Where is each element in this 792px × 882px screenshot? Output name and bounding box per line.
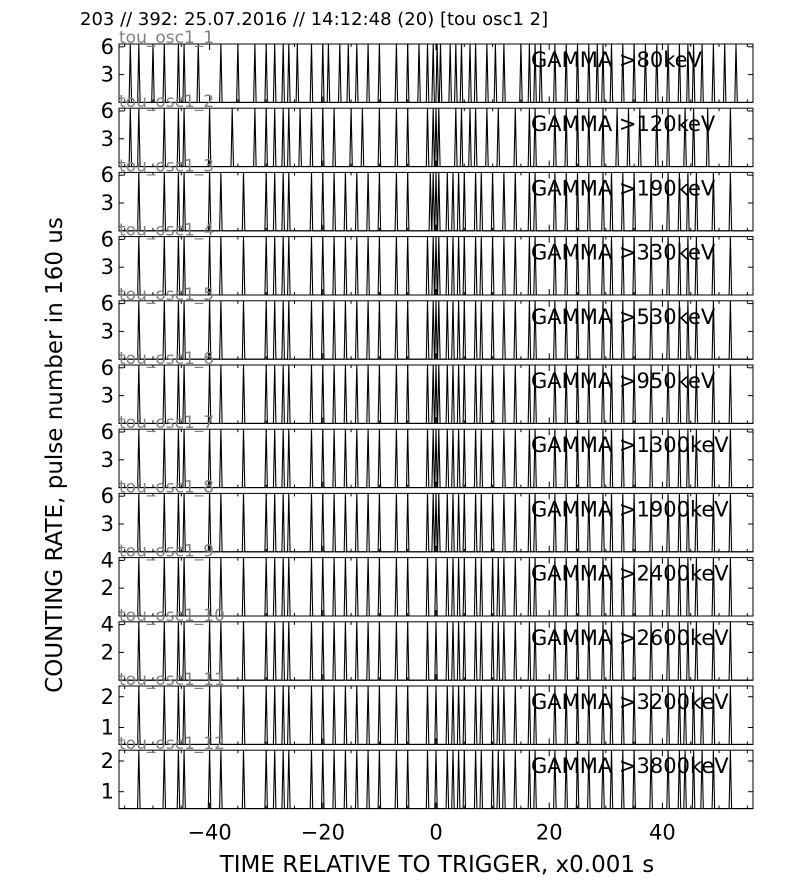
panel-4: 3 6 tou_osc1_4 GAMMA >330keV (101, 221, 754, 296)
panel-title-6: GAMMA >950keV (531, 369, 716, 393)
y-tick-label-7-1: 3 (101, 448, 114, 472)
panel-name-10: tou_osc1_10 (119, 606, 225, 626)
panel-2: 3 6 tou_osc1_2 GAMMA >120keV (101, 92, 754, 168)
y-tick-label-8-2: 6 (101, 484, 114, 508)
panel-name-8: tou_osc1_8 (119, 477, 214, 497)
panel-name-7: tou_osc1_7 (119, 413, 214, 433)
panel-title-9: GAMMA >2400keV (531, 562, 729, 586)
panel-title-8: GAMMA >1900keV (531, 497, 729, 521)
panel-10: 2 4 tou_osc1_10 GAMMA >2600keV (101, 606, 754, 681)
y-tick-label-11-1: 1 (101, 715, 114, 739)
y-tick-label-11-2: 2 (101, 685, 114, 709)
panel-5: 3 6 tou_osc1_5 GAMMA >530keV (101, 285, 754, 360)
x-tick-label-5: 40 (649, 821, 676, 845)
x-axis-label: TIME RELATIVE TO TRIGGER, x0.001 s (219, 852, 655, 878)
y-tick-label-6-2: 6 (101, 356, 114, 380)
panel-name-12: tou_osc1_12 (119, 734, 225, 754)
panel-title-5: GAMMA >530keV (531, 305, 716, 329)
panel-9: 2 4 tou_osc1_9 GAMMA >2400keV (101, 542, 754, 617)
y-tick-label-9-2: 4 (101, 548, 114, 572)
panel-3: 3 6 tou_osc1_3 GAMMA >190keV (101, 156, 754, 232)
panel-title-3: GAMMA >190keV (531, 176, 716, 200)
panel-name-11: tou_osc1_11 (119, 670, 225, 690)
panel-1: 3 6 tou_osc1_1 GAMMA >80keV (101, 28, 754, 103)
panel-title-7: GAMMA >1300keV (531, 433, 729, 457)
panel-title-11: GAMMA >3200keV (531, 690, 729, 714)
panel-title-12: GAMMA >3800keV (531, 754, 729, 778)
y-tick-label-1-1: 3 (101, 63, 114, 87)
y-tick-label-2-1: 3 (101, 127, 114, 151)
y-tick-label-12-1: 1 (101, 780, 114, 804)
y-tick-label-4-2: 6 (101, 227, 114, 251)
y-tick-label-10-1: 2 (101, 640, 114, 664)
y-tick-label-6-1: 3 (101, 384, 114, 408)
panel-7: 3 6 tou_osc1_7 GAMMA >1300keV (101, 413, 754, 489)
panel-8: 3 6 tou_osc1_8 GAMMA >1900keV (101, 477, 754, 553)
y-tick-label-1-2: 6 (101, 35, 114, 59)
y-tick-label-3-1: 3 (101, 191, 114, 215)
x-tick-label-2: −20 (301, 821, 345, 845)
y-tick-label-9-1: 2 (101, 576, 114, 600)
panel-title-1: GAMMA >80keV (531, 48, 703, 72)
panel-name-4: tou_osc1_4 (119, 221, 214, 241)
y-tick-label-12-2: 2 (101, 749, 114, 773)
panel-name-5: tou_osc1_5 (119, 285, 214, 305)
y-tick-label-5-1: 3 (101, 319, 114, 343)
panel-name-9: tou_osc1_9 (119, 542, 214, 562)
panel-title-10: GAMMA >2600keV (531, 626, 729, 650)
x-tick-label-4: 20 (536, 821, 563, 845)
x-tick-labels: −40 −20 0 20 40 (187, 821, 675, 845)
figure-header: 203 // 392: 25.07.2016 // 14:12:48 (20) … (80, 9, 548, 30)
y-tick-label-8-1: 3 (101, 512, 114, 536)
panel-6: 3 6 tou_osc1_6 GAMMA >950keV (101, 349, 754, 424)
y-tick-label-10-2: 4 (101, 613, 114, 637)
x-tick-label-3: 0 (429, 821, 442, 845)
panel-name-3: tou_osc1_3 (119, 156, 214, 176)
y-tick-label-5-2: 6 (101, 292, 114, 316)
y-tick-label-4-1: 3 (101, 255, 114, 279)
panel-name-1: tou_osc1_1 (119, 28, 214, 48)
x-tick-label-1: −40 (187, 821, 231, 845)
y-tick-label-2-2: 6 (101, 99, 114, 123)
panel-name-2: tou_osc1_2 (119, 92, 214, 112)
panel-title-4: GAMMA >330keV (531, 241, 716, 265)
panel-title-2: GAMMA >120keV (531, 112, 716, 136)
y-tick-label-3-2: 6 (101, 163, 114, 187)
y-tick-label-7-2: 6 (101, 420, 114, 444)
y-axis-label: COUNTING RATE, pulse number in 160 us (42, 217, 68, 693)
panel-name-6: tou_osc1_6 (119, 349, 214, 369)
